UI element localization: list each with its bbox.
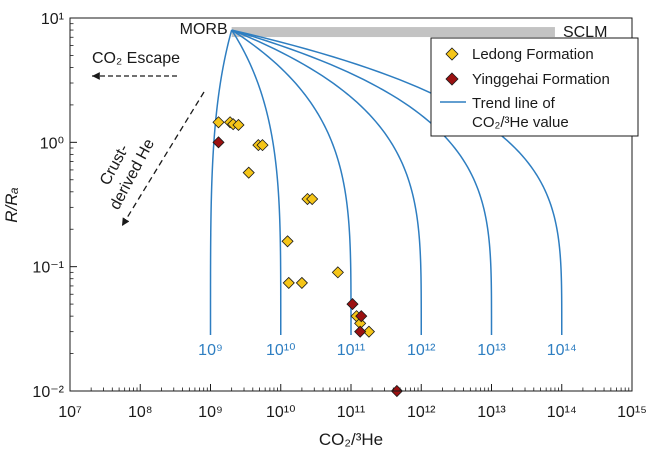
sclm-label: SCLM bbox=[563, 24, 607, 41]
legend-label-ledong: Ledong Formation bbox=[472, 46, 594, 63]
trend-line-label: 10¹⁰ bbox=[266, 342, 296, 359]
y-tick-label: 10¹ bbox=[41, 11, 64, 28]
data-point bbox=[242, 166, 255, 179]
y-axis-title: R/Rₐ bbox=[2, 187, 21, 222]
legend-item-trend: Trend line of CO₂/³He value bbox=[440, 95, 569, 131]
data-point bbox=[256, 139, 269, 152]
crust-arrow bbox=[121, 91, 205, 227]
data-point bbox=[354, 325, 367, 338]
y-axis-title-group: R/Rₐ bbox=[2, 187, 21, 222]
legend-box bbox=[430, 37, 639, 137]
data-point bbox=[282, 276, 295, 289]
x-tick-label: 10⁷ bbox=[58, 404, 82, 421]
data-point bbox=[306, 192, 319, 206]
trend-line-label: 10¹² bbox=[407, 342, 436, 359]
sclm-bar bbox=[231, 27, 555, 38]
y-tick-label: 10⁻² bbox=[32, 384, 64, 401]
legend-item-ledong: Ledong Formation bbox=[445, 46, 594, 63]
legend-label-trend-1: Trend line of bbox=[472, 95, 556, 112]
x-axis-title-group: CO₂/³He bbox=[319, 430, 383, 449]
x-tick-label: 10¹¹ bbox=[337, 404, 365, 421]
y-axis-ticks: 10⁻² 10⁻¹ 10⁰ 10¹ bbox=[32, 11, 77, 401]
x-tick-label: 10¹⁵ bbox=[617, 404, 647, 421]
trend-line bbox=[231, 29, 563, 336]
trend-line-label: 10⁹ bbox=[198, 342, 223, 359]
trend-lines bbox=[209, 29, 563, 336]
sclm-bar-group: SCLM bbox=[231, 24, 607, 41]
legend-marker-ledong bbox=[445, 47, 459, 61]
trend-line bbox=[231, 29, 282, 336]
data-point bbox=[295, 276, 308, 289]
x-tick-label: 10¹⁴ bbox=[547, 404, 577, 421]
legend-marker-yinggehai bbox=[445, 72, 459, 86]
trend-line bbox=[231, 29, 352, 336]
x-tick-label: 10⁸ bbox=[128, 404, 153, 421]
y-tick-label: 10⁰ bbox=[40, 135, 64, 152]
x-tick-label: 10¹² bbox=[407, 404, 436, 421]
data-point bbox=[355, 310, 368, 323]
trend-line bbox=[209, 29, 233, 336]
data-point bbox=[362, 325, 375, 338]
trend-line bbox=[231, 29, 493, 336]
trend-line bbox=[231, 29, 422, 336]
crust-he-annotation: Crust- derived He bbox=[97, 91, 205, 227]
x-tick-label: 10¹⁰ bbox=[266, 404, 296, 421]
legend-item-yinggehai: Yinggehai Formation bbox=[445, 71, 610, 88]
data-point bbox=[281, 235, 294, 248]
data-points bbox=[212, 116, 403, 398]
x-tick-label: 10⁹ bbox=[198, 404, 223, 421]
morb-label: MORB bbox=[180, 21, 228, 38]
data-point bbox=[212, 136, 225, 149]
co2-escape-annotation: CO₂ Escape bbox=[92, 50, 180, 80]
x-axis-title: CO₂/³He bbox=[319, 430, 383, 449]
co2-escape-label: CO₂ Escape bbox=[92, 50, 180, 67]
legend: Ledong Formation Yinggehai Formation Tre… bbox=[430, 37, 639, 137]
x-tick-label: 10¹³ bbox=[477, 404, 506, 421]
legend-label-yinggehai: Yinggehai Formation bbox=[472, 71, 610, 88]
trend-line-labels: 10⁹ 10¹⁰ 10¹¹ 10¹² 10¹³ 10¹⁴ bbox=[198, 342, 577, 359]
legend-label-trend-2: CO₂/³He value bbox=[472, 114, 569, 131]
data-point bbox=[212, 116, 225, 129]
data-point bbox=[232, 118, 245, 132]
trend-line-label: 10¹¹ bbox=[337, 342, 365, 359]
trend-line-label: 10¹³ bbox=[477, 342, 506, 359]
data-point bbox=[346, 298, 359, 311]
y-tick-label: 10⁻¹ bbox=[32, 260, 64, 277]
x-axis-ticks: 10⁷ 10⁸ 10⁹ 10¹⁰ 10¹¹ 10¹² 10¹³ 10¹⁴ 10¹⁵ bbox=[58, 384, 647, 421]
trend-line-label: 10¹⁴ bbox=[547, 342, 577, 359]
data-point bbox=[331, 266, 344, 279]
